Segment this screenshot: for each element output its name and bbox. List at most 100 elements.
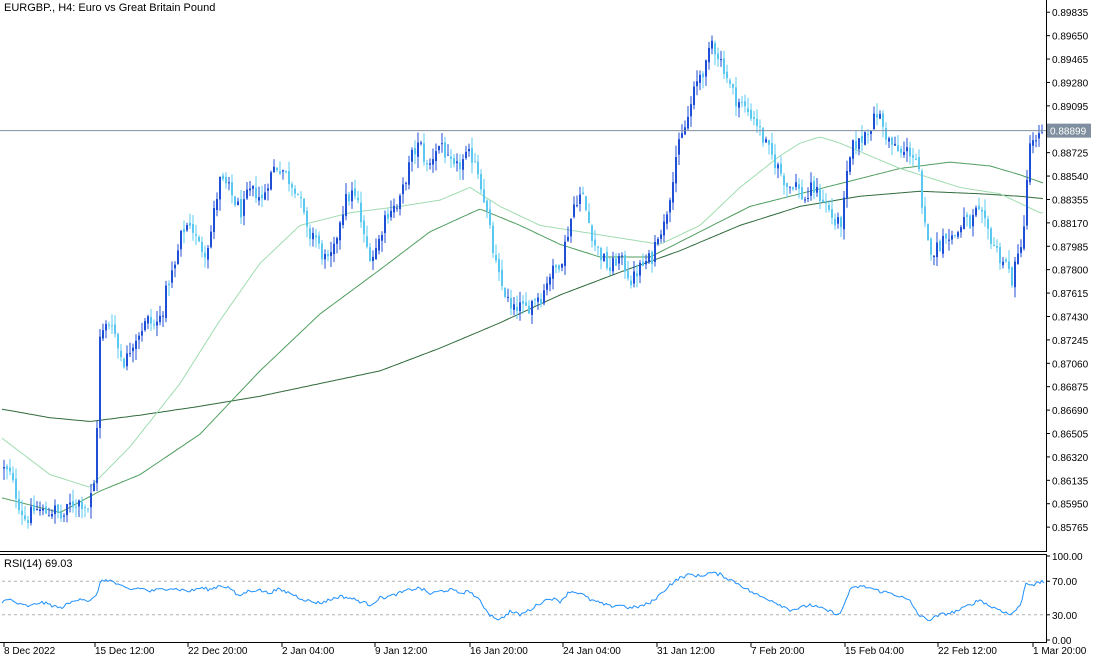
candle-body [30, 506, 32, 523]
price-axis: 0.89835 0.89650 0.89465 0.89280 0.89095 0.887… [1046, 8, 1089, 534]
candle-body [477, 161, 479, 175]
candle-body [21, 510, 23, 516]
candle-body [798, 184, 800, 189]
chart-title: EURGBP., H4: Euro vs Great Britain Pound [4, 2, 216, 14]
candle-body [81, 501, 83, 510]
candle-body [306, 210, 308, 227]
time-axis-label: 31 Jan 12:00 [657, 646, 715, 657]
candle-body [792, 187, 794, 190]
candle-body [933, 255, 935, 257]
candle-body [237, 201, 239, 206]
ma-fast-line [1, 136, 1043, 488]
candle-body [972, 215, 974, 227]
price-axis-label: 0.87430 [1052, 312, 1089, 323]
candle-body [87, 508, 89, 510]
candle-body [228, 182, 230, 184]
candle-body [618, 255, 620, 264]
time-axis-label: 24 Jan 04:00 [563, 646, 621, 657]
candle-body [840, 217, 842, 228]
price-axis-label: 0.89095 [1052, 102, 1089, 113]
candle-body [528, 305, 530, 314]
candle-body [849, 157, 851, 172]
candle-body [795, 182, 797, 187]
candle-body [1035, 140, 1037, 142]
candle-body [897, 145, 899, 152]
candle-body [312, 232, 314, 240]
candle-body [27, 520, 29, 523]
rsi-axis-label: 70.00 [1052, 577, 1077, 588]
candle-body [162, 315, 164, 317]
candle-body [1038, 133, 1040, 139]
candle-body [801, 187, 803, 200]
price-axis-label: 0.89650 [1052, 32, 1089, 43]
candle-body [90, 492, 92, 508]
candle-body [72, 501, 74, 508]
candle-body [336, 238, 338, 244]
candle-body [870, 130, 872, 134]
candle-body [930, 238, 932, 255]
candle-body [774, 154, 776, 168]
candle-body [96, 428, 98, 484]
candle-body [717, 53, 719, 60]
candle-body [843, 197, 845, 230]
price-axis-label: 0.86690 [1052, 406, 1089, 417]
candle-body [693, 86, 695, 106]
candle-body [996, 246, 998, 248]
candle-body [471, 147, 473, 163]
candle-body [294, 188, 296, 194]
candle-body [810, 182, 812, 196]
candle-body [1029, 143, 1031, 183]
rsi-line [1, 571, 1045, 622]
candle-body [429, 163, 431, 165]
candle-body [522, 301, 524, 304]
candle-body [582, 192, 584, 195]
candle-body [552, 265, 554, 279]
candle-body [9, 467, 11, 472]
candle-body [531, 301, 533, 315]
candle-body [804, 199, 806, 201]
candle-body [195, 234, 197, 236]
candle-body [519, 302, 521, 312]
price-axis-label: 0.88355 [1052, 195, 1089, 206]
rsi-indicator-pane[interactable]: RSI(14) 69.03 [0, 554, 1047, 643]
candle-body [909, 147, 911, 157]
candle-body [375, 248, 377, 260]
candle-body [702, 73, 704, 78]
price-axis-label: 0.87615 [1052, 289, 1089, 300]
price-axis-label: 0.85950 [1052, 500, 1089, 511]
candle-body [48, 515, 50, 517]
price-axis-label: 0.89465 [1052, 55, 1089, 66]
candle-body [639, 262, 641, 276]
candle-body [951, 235, 953, 240]
candle-body [462, 159, 464, 170]
candle-body [750, 109, 752, 119]
candle-body [990, 228, 992, 244]
candle-body [597, 246, 599, 248]
candle-body [171, 270, 173, 283]
candle-body [660, 234, 662, 239]
candle-body [666, 214, 668, 224]
candle-body [144, 321, 146, 331]
candle-body [24, 515, 26, 520]
candle-body [513, 304, 515, 310]
candle-body [855, 141, 857, 149]
time-axis: 8 Dec 2022 15 Dec 12:00 22 Dec 20:00 2 Jan … [3, 643, 1087, 657]
candle-body [366, 236, 368, 247]
candle-body [450, 156, 452, 159]
candle-body [276, 167, 278, 171]
candle-body [348, 194, 350, 202]
candle-body [777, 164, 779, 169]
candle-body [825, 202, 827, 204]
candle-body [600, 248, 602, 261]
candle-body [315, 235, 317, 238]
candle-body [273, 166, 275, 172]
candle-body [738, 102, 740, 108]
candle-body [561, 263, 563, 268]
candle-body [579, 194, 581, 205]
candle-body [555, 265, 557, 268]
candle-body [654, 241, 656, 262]
candle-body [384, 215, 386, 234]
candle-body [411, 149, 413, 162]
